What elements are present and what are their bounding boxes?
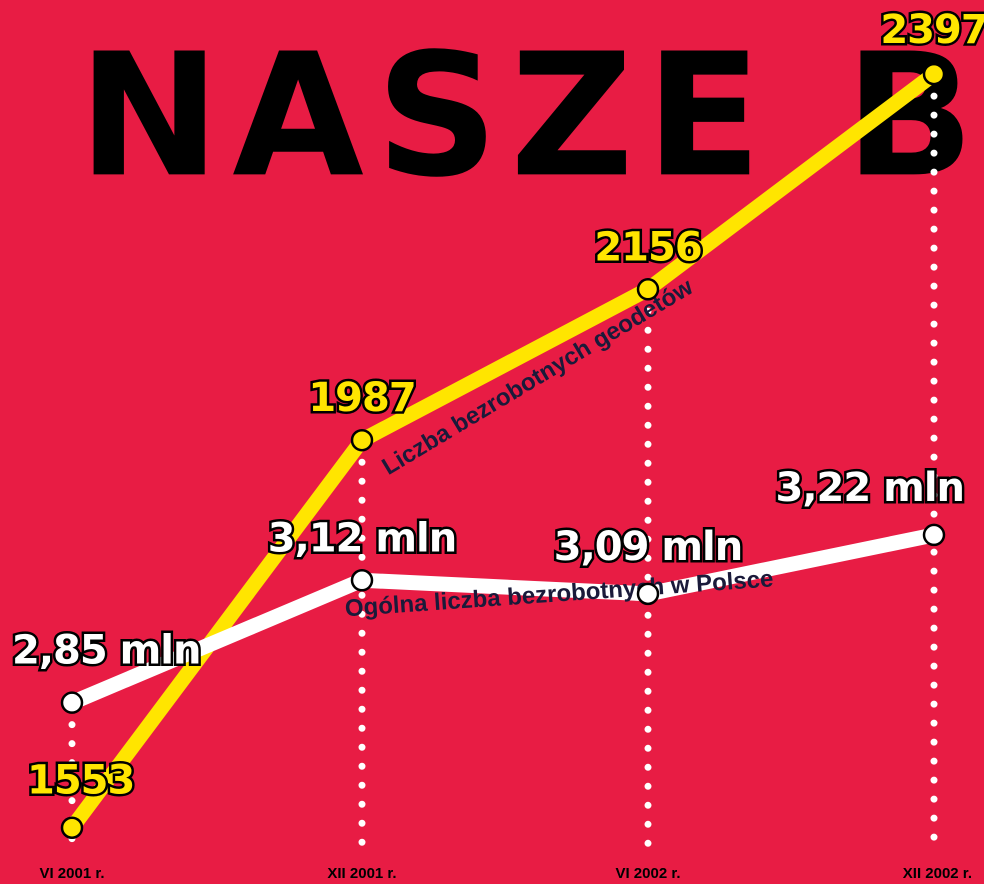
chart-title: NASZE BE (78, 17, 984, 215)
data-label: 3,09 mln (554, 524, 742, 570)
data-point (60, 691, 84, 714)
data-point (636, 278, 660, 301)
data-point (350, 569, 374, 592)
data-label: 3,22 mln (776, 465, 964, 511)
x-tick-label: XII 2002 r. (903, 865, 972, 882)
data-label: 2,85 mln (12, 628, 200, 674)
data-label: 3,12 mln (268, 515, 456, 561)
data-label: 1987 (308, 375, 415, 421)
data-label: 1553 (27, 758, 134, 804)
series-line (69, 527, 936, 710)
x-tick-label: VI 2002 r. (615, 865, 680, 882)
data-point (922, 523, 946, 547)
data-point (636, 582, 660, 606)
data-point (922, 62, 946, 86)
x-tick-label: VI 2001 r. (39, 865, 104, 882)
x-tick-label: XII 2001 r. (327, 865, 396, 882)
data-label: 2397 (880, 7, 984, 53)
series-label: Liczba bezrobotnych geodetów (377, 273, 698, 480)
data-point (60, 816, 84, 839)
data-point (350, 428, 374, 452)
series-label: Ogólna liczba bezrobotnych w Polsce (344, 565, 774, 622)
data-label: 2156 (594, 224, 701, 270)
